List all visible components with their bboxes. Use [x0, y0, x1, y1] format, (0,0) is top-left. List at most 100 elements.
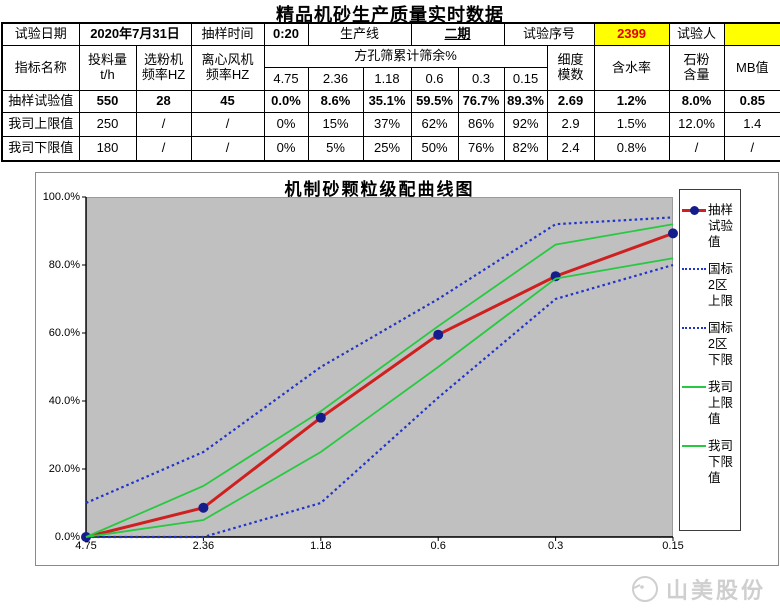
header-row-1: 指标名称 投料量 t/h 选粉机 频率HZ 离心风机 频率HZ 方孔筛累计筛余%…	[1, 45, 780, 91]
logo-bird-icon	[631, 576, 658, 602]
series-line	[85, 216, 674, 505]
data-point-marker	[433, 329, 444, 340]
value-cell: 8.0%	[668, 90, 725, 113]
value-cell: 76.7%	[457, 90, 505, 113]
series-line	[85, 223, 674, 538]
stone-powder-header: 石粉 含量	[668, 45, 725, 91]
value-cell: 0.0%	[263, 90, 309, 113]
page-title: 精品机砂生产质量实时数据	[276, 5, 504, 25]
sieve-size-header: 2.36	[307, 67, 364, 91]
test-date-label: 试验日期	[1, 22, 80, 46]
y-axis-tick-label: 20.0%	[48, 463, 80, 475]
legend-item: 抽样 试验 值	[682, 202, 738, 250]
sample-values-row: 抽样试验值 550 28 45 0.0% 8.6% 35.1% 59.5% 76…	[1, 90, 780, 113]
chart-title: 机制砂颗粒级配曲线图	[284, 180, 475, 199]
x-axis-tick-label: 2.36	[192, 540, 215, 552]
row-label: 我司下限值	[1, 136, 80, 162]
plot-area	[86, 197, 673, 537]
value-cell: 92%	[503, 112, 548, 137]
value-cell: 62%	[410, 112, 459, 137]
sieve-size-header: 0.6	[410, 67, 459, 91]
test-serial-label: 试验序号	[503, 22, 595, 46]
legend-swatch-dotted	[682, 327, 706, 329]
feed-rate-header: 投料量 t/h	[78, 45, 137, 91]
legend-item: 国标 2区 上限	[682, 261, 738, 309]
value-cell: 0%	[263, 112, 309, 137]
value-cell: 37%	[362, 112, 412, 137]
sample-time-value: 0:20	[263, 22, 309, 46]
upper-limit-row: 我司上限值 250 / / 0% 15% 37% 62% 86% 92% 2.9…	[1, 112, 780, 137]
plot-svg	[81, 196, 678, 542]
production-line-label: 生产线	[307, 22, 412, 46]
legend-swatch-dotted	[682, 268, 706, 270]
value-cell: 5%	[307, 136, 364, 162]
legend-swatch-solid	[682, 386, 706, 388]
value-cell: 59.5%	[410, 90, 459, 113]
value-cell: 1.2%	[593, 90, 670, 113]
value-cell: 50%	[410, 136, 459, 162]
value-cell: 180	[78, 136, 137, 162]
data-point-marker	[315, 412, 326, 423]
y-axis-tick-label: 80.0%	[48, 259, 80, 271]
value-cell: 1.4	[723, 112, 780, 137]
legend-label: 我司 下限 值	[708, 439, 734, 485]
series-line	[86, 263, 674, 539]
separator-freq-header: 选粉机 频率HZ	[135, 45, 192, 91]
legend-label: 国标 2区 下限	[708, 321, 734, 367]
value-cell: /	[668, 136, 725, 162]
value-cell: /	[135, 112, 192, 137]
sieve-size-header: 0.15	[503, 67, 548, 91]
legend-item: 我司 下限 值	[682, 438, 738, 486]
x-axis-tick-label: 0.15	[662, 540, 684, 552]
value-cell: 0.8%	[593, 136, 670, 162]
y-axis-tick-label: 60.0%	[48, 327, 80, 339]
value-cell: 45	[190, 90, 265, 113]
x-axis-tick-label: 0.6	[430, 540, 446, 552]
header-row-2: 4.75 2.36 1.18 0.6 0.3 0.15	[2, 67, 780, 91]
gradation-chart: 机制砂颗粒级配曲线图 100.0% 80.0% 60.0% 40.0% 20.0% 0.0…	[35, 172, 779, 566]
value-cell: 2.9	[546, 112, 595, 137]
series-line	[85, 231, 674, 539]
legend-label: 我司 上限 值	[708, 380, 734, 426]
tester-label: 试验人	[668, 22, 725, 46]
series-line	[85, 257, 674, 538]
x-axis-tick-label: 1.18	[310, 540, 332, 552]
row-label: 我司上限值	[1, 112, 80, 137]
y-axis-tick-label: 0.0%	[54, 531, 80, 543]
value-cell: 2.4	[546, 136, 595, 162]
tester-value[interactable]	[723, 22, 780, 46]
sample-time-label: 抽样时间	[190, 22, 265, 46]
legend-item: 我司 上限 值	[682, 379, 738, 427]
sieve-group-header: 方孔筛累计筛余%	[263, 45, 548, 68]
data-point-marker	[668, 228, 678, 239]
test-serial-value[interactable]: 2399	[593, 22, 670, 46]
quality-data-table: 试验日期 2020年7月31日 抽样时间 0:20 生产线 二期 试验序号 23…	[1, 22, 780, 162]
production-line-value: 二期	[410, 22, 505, 46]
y-axis-tick-label: 40.0%	[48, 395, 80, 407]
moisture-header: 含水率	[593, 45, 670, 91]
value-cell: 28	[135, 90, 192, 113]
sieve-size-header: 0.3	[457, 67, 505, 91]
value-cell: 0%	[263, 136, 309, 162]
value-cell: 250	[78, 112, 137, 137]
x-axis-tick-label: 0.3	[547, 540, 564, 552]
company-logo: 山美股份	[630, 573, 766, 605]
sieve-size-header: 4.75	[263, 67, 309, 91]
value-cell: 15%	[307, 112, 364, 137]
value-cell: 89.3%	[503, 90, 548, 113]
test-date-value: 2020年7月31日	[78, 22, 192, 46]
value-cell: 76%	[457, 136, 505, 162]
value-cell: /	[723, 136, 780, 162]
lower-limit-row: 我司下限值 180 / / 0% 5% 25% 50% 76% 82% 2.4 …	[1, 136, 780, 162]
legend-item: 国标 2区 下限	[682, 320, 738, 368]
legend-swatch-solid-marker	[682, 206, 706, 215]
value-cell: 8.6%	[307, 90, 364, 113]
row-label: 抽样试验值	[1, 90, 80, 113]
value-cell: 550	[78, 90, 137, 113]
value-cell: 2.69	[546, 90, 595, 113]
mb-header: MB值	[723, 45, 780, 91]
value-cell: /	[190, 112, 265, 137]
value-cell: 35.1%	[362, 90, 412, 113]
logo-text: 山美股份	[665, 578, 766, 603]
value-cell: 1.5%	[593, 112, 670, 137]
